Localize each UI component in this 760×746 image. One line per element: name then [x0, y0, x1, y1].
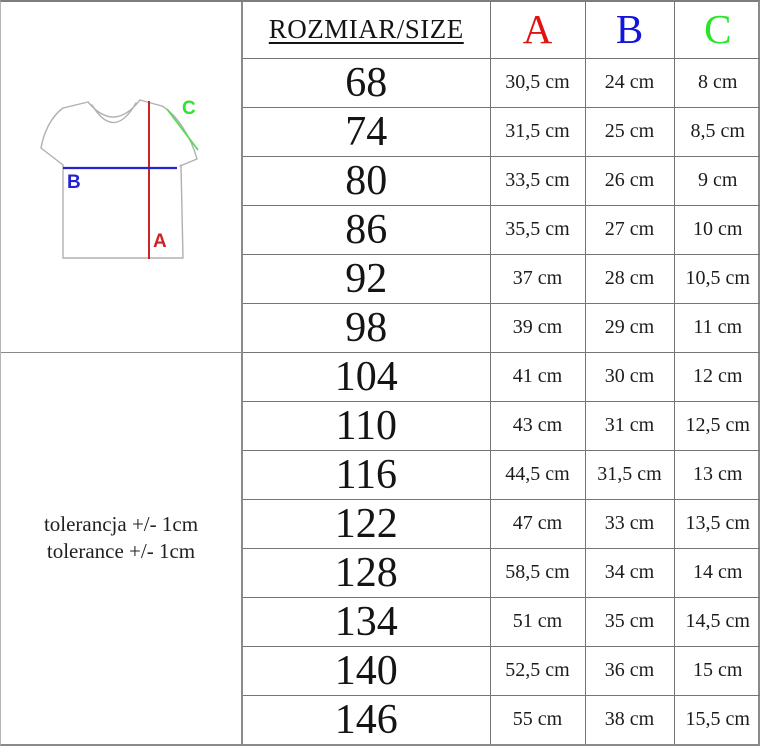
measure-b: 31 cm [584, 400, 675, 451]
tolerance-section: tolerancja +/- 1cm tolerance +/- 1cm [1, 353, 241, 744]
size-value: 68 [243, 57, 491, 108]
shirt-left-shoulder [62, 101, 89, 109]
measure-a: 37 cm [489, 253, 586, 304]
size-value: 74 [243, 106, 491, 157]
measure-a: 52,5 cm [489, 645, 586, 696]
table-row: 92 37 cm 28 cm 10,5 cm [243, 253, 760, 304]
measure-b: 26 cm [584, 155, 675, 206]
table-row: 122 47 cm 33 cm 13,5 cm [243, 498, 760, 549]
shirt-right-shoulder [139, 99, 163, 107]
size-table-wrap: ROZMIAR/SIZE A B C 68 30,5 cm 24 cm 8 cm… [243, 2, 760, 744]
tshirt-diagram-icon: A B C [40, 98, 199, 259]
size-value: 116 [243, 449, 491, 500]
size-value: 122 [243, 498, 491, 549]
measure-b: 29 cm [584, 302, 675, 353]
tolerance-text-en: tolerance +/- 1cm [46, 539, 196, 563]
measure-b: 33 cm [584, 498, 675, 549]
measure-c: 15,5 cm [673, 694, 760, 744]
measure-c: 14,5 cm [673, 596, 760, 647]
measure-a: 30,5 cm [489, 57, 586, 108]
measure-a: 39 cm [489, 302, 586, 353]
header-col-b: B [584, 2, 675, 59]
measure-c: 10,5 cm [673, 253, 760, 304]
size-value: 110 [243, 400, 491, 451]
measure-b: 30 cm [584, 351, 675, 402]
measure-c: 8 cm [673, 57, 760, 108]
measure-c: 13,5 cm [673, 498, 760, 549]
table-row: 68 30,5 cm 24 cm 8 cm [243, 57, 760, 108]
table-row: 98 39 cm 29 cm 11 cm [243, 302, 760, 353]
measure-a: 43 cm [489, 400, 586, 451]
table-row: 86 35,5 cm 27 cm 10 cm [243, 204, 760, 255]
table-row: 140 52,5 cm 36 cm 15 cm [243, 645, 760, 696]
table-row: 110 43 cm 31 cm 12,5 cm [243, 400, 760, 451]
size-table: ROZMIAR/SIZE A B C 68 30,5 cm 24 cm 8 cm… [243, 2, 760, 744]
table-row: 128 58,5 cm 34 cm 14 cm [243, 547, 760, 598]
header-size-label: ROZMIAR/SIZE [243, 2, 491, 59]
measure-b: 27 cm [584, 204, 675, 255]
table-row: 80 33,5 cm 26 cm 9 cm [243, 155, 760, 206]
table-header-row: ROZMIAR/SIZE A B C [243, 2, 760, 59]
size-value: 134 [243, 596, 491, 647]
measure-b: 28 cm [584, 253, 675, 304]
tolerance-text-pl: tolerancja +/- 1cm [43, 512, 199, 536]
measure-a: 41 cm [489, 351, 586, 402]
measure-c: 12,5 cm [673, 400, 760, 451]
size-value: 146 [243, 694, 491, 744]
table-row: 134 51 cm 35 cm 14,5 cm [243, 596, 760, 647]
size-value: 140 [243, 645, 491, 696]
diagram-label-c: C [182, 98, 196, 119]
table-row: 116 44,5 cm 31,5 cm 13 cm [243, 449, 760, 500]
table-row: 104 41 cm 30 cm 12 cm [243, 351, 760, 402]
size-value: 104 [243, 351, 491, 402]
measure-c: 12 cm [673, 351, 760, 402]
size-value: 128 [243, 547, 491, 598]
measure-c: 8,5 cm [673, 106, 760, 157]
measure-a: 47 cm [489, 498, 586, 549]
table-row: 74 31,5 cm 25 cm 8,5 cm [243, 106, 760, 157]
diagram-label-a: A [153, 231, 167, 252]
measure-b: 25 cm [584, 106, 675, 157]
size-value: 98 [243, 302, 491, 353]
diagram-label-b: B [67, 172, 81, 193]
measure-c: 15 cm [673, 645, 760, 696]
measure-c: 10 cm [673, 204, 760, 255]
header-col-c: C [673, 2, 760, 59]
measure-a: 55 cm [489, 694, 586, 744]
measure-a: 44,5 cm [489, 449, 586, 500]
measure-b: 36 cm [584, 645, 675, 696]
size-value: 80 [243, 155, 491, 206]
measure-a: 58,5 cm [489, 547, 586, 598]
measure-b: 38 cm [584, 694, 675, 744]
measure-c: 13 cm [673, 449, 760, 500]
measure-b: 24 cm [584, 57, 675, 108]
shirt-left-sleeve [40, 107, 64, 166]
measure-a: 33,5 cm [489, 155, 586, 206]
left-panel: A B C tolerancja +/- 1cm tolerance +/- 1… [1, 2, 243, 744]
size-value: 92 [243, 253, 491, 304]
measure-a: 31,5 cm [489, 106, 586, 157]
measure-a: 35,5 cm [489, 204, 586, 255]
diagram-section: A B C [1, 2, 241, 353]
header-col-a: A [489, 2, 586, 59]
measure-a: 51 cm [489, 596, 586, 647]
measure-c: 9 cm [673, 155, 760, 206]
measure-b: 31,5 cm [584, 449, 675, 500]
shirt-collar-inner [91, 102, 137, 124]
shirt-body [62, 164, 184, 259]
header-size-text: ROZMIAR/SIZE [268, 14, 464, 45]
measure-c: 14 cm [673, 547, 760, 598]
measure-b: 35 cm [584, 596, 675, 647]
size-value: 86 [243, 204, 491, 255]
measure-c: 11 cm [673, 302, 760, 353]
measurement-line-c [166, 108, 199, 151]
measure-b: 34 cm [584, 547, 675, 598]
table-row: 146 55 cm 38 cm 15,5 cm [243, 694, 760, 744]
